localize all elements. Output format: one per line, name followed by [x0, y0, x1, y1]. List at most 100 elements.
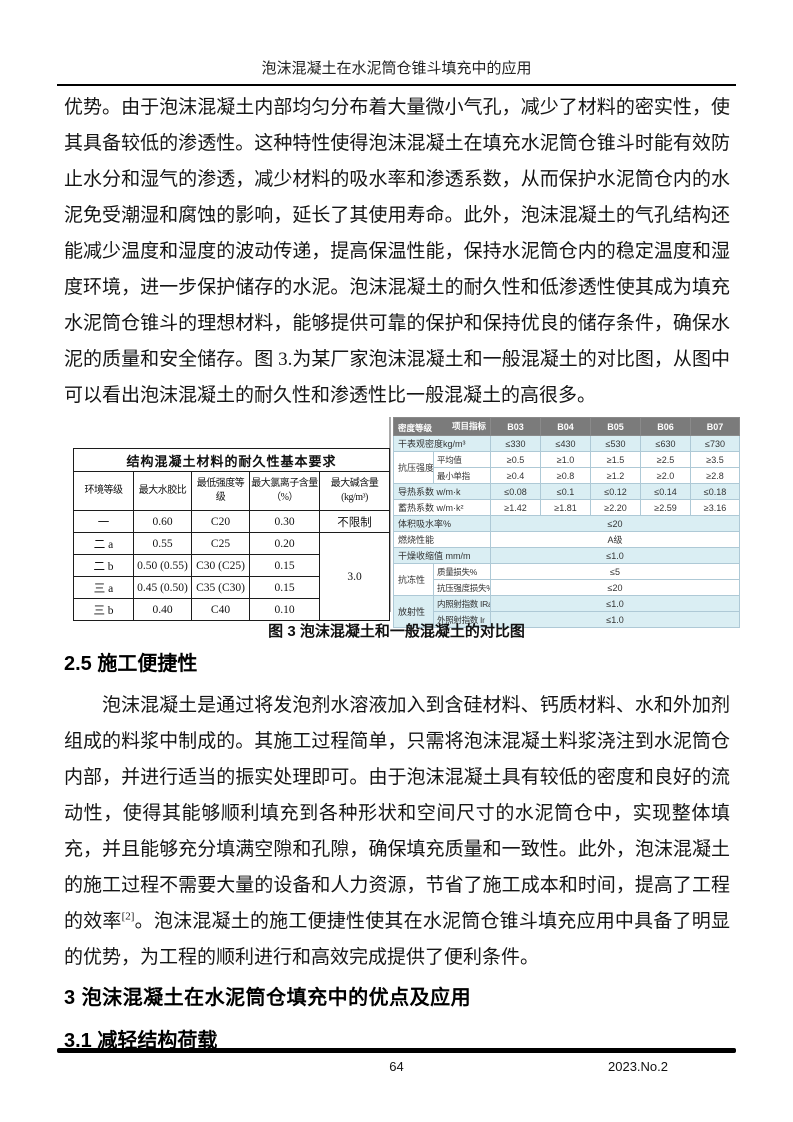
table-cell: ≥1.81 — [540, 499, 591, 516]
row-sublabel: 内照射指数 IRa — [433, 595, 491, 612]
table-cell: 0.15 — [249, 554, 320, 577]
table-cell: ≥2.0 — [640, 467, 691, 484]
column-header: B07 — [690, 417, 740, 436]
row-label: 燃烧性能 — [393, 531, 491, 548]
foam-concrete-grades-table: 密度等级 项目指标 B03 B04 B05 B06 B07 干表观密度kg/m³… — [393, 417, 740, 628]
table-row: 蓄热系数 w/m·k² ≥1.42 ≥1.81 ≥2.20 ≥2.59 ≥3.1… — [393, 499, 740, 516]
table-cell: C30 (C25) — [191, 554, 250, 577]
row-sublabel: 平均值 — [433, 451, 491, 468]
table-cell: 0.20 — [249, 532, 320, 555]
table-cell: ≥1.0 — [540, 451, 591, 468]
table-cell: ≤430 — [540, 435, 591, 452]
table-cell: 三 a — [73, 576, 134, 599]
table-header-row: 环境等级 最大水胶比 最低强度等级 最大氯离子含量 （%） 最大碱含量 (kg/… — [73, 471, 391, 511]
table-cell-merged: ≤1.0 — [490, 547, 740, 564]
table-row: 二 b 0.50 (0.55) C30 (C25) 0.15 — [73, 554, 390, 577]
table-cell: ≥1.2 — [590, 467, 641, 484]
table-cell: ≥2.8 — [690, 467, 740, 484]
citation-marker: [2] — [121, 910, 135, 923]
paragraph-text: 。泡沫混凝土的施工便捷性使其在水泥筒仓锥斗填充应用中具备了明显的优势，为工程的顺… — [64, 911, 730, 968]
column-header: 环境等级 — [73, 471, 134, 511]
row-label: 蓄热系数 w/m·k² — [393, 499, 491, 516]
table-cell: ≥3.5 — [690, 451, 740, 468]
table-cell-merged: ≤5 — [490, 563, 740, 580]
table-cell: 三 b — [73, 598, 134, 621]
table-cell-merged: ≤20 — [490, 579, 740, 596]
table-cell: ≤330 — [490, 435, 541, 452]
table-cell: C35 (C30) — [191, 576, 250, 599]
column-header: 最大氯离子含量 （%） — [249, 471, 320, 511]
figure-divider-line — [389, 417, 391, 612]
row-label: 放射性 — [393, 595, 434, 628]
table-cell-merged: ≤1.0 — [490, 595, 740, 612]
table-row: 导热系数 w/m·k ≤0.08 ≤0.1 ≤0.12 ≤0.14 ≤0.18 — [393, 483, 740, 500]
table-cell-merged: 3.0 — [318, 532, 391, 621]
table-row: 抗压强度 mpa 平均值 ≥0.5 ≥1.0 ≥1.5 ≥2.5 ≥3.5 — [393, 451, 740, 484]
table-row: 一 0.60 C20 0.30 不限制 — [73, 510, 391, 533]
table-row: 结构混凝土材料的耐久性基本要求 — [72, 448, 391, 472]
row-label: 抗压强度 mpa — [393, 451, 434, 484]
column-header: B06 — [640, 417, 691, 436]
table-cell: ≥2.20 — [590, 499, 641, 516]
table-cell: ≤0.14 — [640, 483, 691, 500]
table-cell: 0.45 (0.50) — [133, 576, 192, 599]
table-title: 结构混凝土材料的耐久性基本要求 — [72, 448, 391, 472]
table-cell: ≥0.8 — [540, 467, 591, 484]
table-cell-merged: ≤20 — [490, 515, 740, 532]
table-cell: C40 — [191, 598, 250, 621]
table-cell: 二 a — [73, 532, 134, 555]
journal-issue: 2023.No.2 — [608, 1059, 668, 1074]
body-paragraph-1: 优势。由于泡沫混凝土内部均匀分布着大量微小气孔，减少了材料的密实性，使其具备较低… — [64, 97, 730, 406]
table-cell: C25 — [191, 532, 250, 555]
table-cell: 0.55 — [133, 532, 192, 555]
table-cell: 0.30 — [249, 510, 320, 533]
table-cell: ≥2.5 — [640, 451, 691, 468]
body-paragraph-2: 泡沫混凝土是通过将发泡剂水溶液加入到含硅材料、钙质材料、水和外加剂组成的料浆中制… — [64, 688, 730, 976]
row-label: 体积吸水率% — [393, 515, 491, 532]
table-row: 抗冻性 质量损失% ≤5 — [393, 563, 740, 596]
table-cell: 二 b — [73, 554, 134, 577]
section-heading-3: 3 泡沫混凝土在水泥筒仓填充中的优点及应用 — [64, 987, 472, 1009]
table-cell: ≥3.16 — [690, 499, 740, 516]
row-sublabel: 外照射指数 Ir — [433, 611, 491, 628]
table-row: 体积吸水率% ≤20 — [393, 515, 740, 532]
table-cell: ≥1.42 — [490, 499, 541, 516]
footer-rule — [57, 1048, 736, 1053]
table-cell: ≥2.59 — [640, 499, 691, 516]
table-cell: 0.50 (0.55) — [133, 554, 192, 577]
row-sublabel: 质量损失% — [433, 563, 491, 580]
table-cell: 0.60 — [133, 510, 192, 533]
row-label: 干表观密度kg/m³ — [393, 435, 491, 452]
section-heading-3-1: 3.1 减轻结构荷载 — [64, 1030, 218, 1052]
table-cell: ≤530 — [590, 435, 641, 452]
table-row: 燃烧性能 A级 — [393, 531, 740, 548]
table-header-row: 密度等级 项目指标 B03 B04 B05 B06 B07 — [393, 417, 740, 436]
header-rule — [57, 84, 736, 86]
table-row: 干表观密度kg/m³ ≤330 ≤430 ≤530 ≤630 ≤730 — [393, 435, 740, 452]
row-label: 导热系数 w/m·k — [393, 483, 491, 500]
row-label: 干燥收缩值 mm/m — [393, 547, 491, 564]
table-cell: ≤0.08 — [490, 483, 541, 500]
paragraph-text: 泡沫混凝土是通过将发泡剂水溶液加入到含硅材料、钙质材料、水和外加剂组成的料浆中制… — [64, 695, 730, 932]
table-cell: 一 — [73, 510, 134, 533]
diagonal-header-cell: 密度等级 项目指标 — [393, 417, 491, 436]
table-row: 二 a 0.55 C25 0.20 3.0 — [73, 532, 391, 621]
row-label: 抗冻性 — [393, 563, 434, 596]
table-cell: ≥1.5 — [590, 451, 641, 468]
column-header: B04 — [540, 417, 591, 436]
table-row: 干燥收缩值 mm/m ≤1.0 — [393, 547, 740, 564]
table-cell: 0.10 — [249, 598, 320, 621]
column-header: 最大水胶比 — [133, 471, 192, 511]
table-cell: ≤0.18 — [690, 483, 740, 500]
table-cell-merged: ≤1.0 — [490, 611, 740, 628]
table-row: 抗压强度损失% ≤20 — [394, 579, 740, 596]
column-header: 最低强度等级 — [191, 471, 250, 511]
figure-caption: 图 3 泡沫混凝土和一般混凝土的对比图 — [268, 623, 525, 640]
table-cell: 不限制 — [318, 510, 391, 533]
corner-col-label: 项目指标 — [451, 421, 486, 431]
durability-table: 结构混凝土材料的耐久性基本要求 环境等级 最大水胶比 最低强度等级 最大氯离子含… — [72, 448, 391, 621]
row-sublabel: 抗压强度损失% — [433, 579, 491, 596]
table-cell: 0.15 — [249, 576, 320, 599]
table-row: 外照射指数 Ir ≤1.0 — [394, 611, 740, 628]
